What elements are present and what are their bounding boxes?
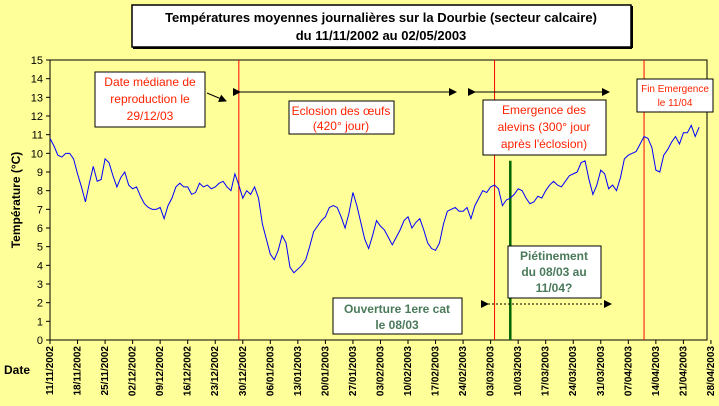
annotation-fin-emergence-l2: le 11/04: [658, 98, 693, 109]
x-tick-label: 03/03/2003: [486, 346, 497, 396]
annotation-ouverture-l1: Ouverture 1ere cat: [344, 302, 450, 316]
y-tick-label: 1: [37, 316, 43, 328]
x-tick-label: 09/12/2002: [155, 346, 166, 396]
x-tick-label: 03/02/2003: [375, 346, 386, 396]
y-tick-label: 7: [37, 204, 43, 216]
x-tick-label: 28/04/2003: [706, 346, 717, 396]
y-tick-label: 13: [31, 92, 43, 104]
annotation-pietinement-l1: Piétinement: [520, 249, 588, 263]
annotation-ouverture-l2: le 08/03: [375, 318, 419, 332]
chart-title-line1: Températures moyennes journalières sur l…: [165, 10, 597, 25]
x-tick-label: 25/11/2002: [100, 346, 111, 396]
x-tick-label: 27/01/2003: [348, 346, 359, 396]
x-axis-title: Date: [4, 363, 30, 377]
x-tick-label: 07/04/2003: [623, 346, 634, 396]
y-tick-label: 11: [32, 130, 43, 142]
y-tick-label: 2: [37, 298, 43, 310]
x-tick-label: 10/02/2003: [403, 346, 414, 396]
annotation-date-mediane: Date médiane de reproduction le 29/12/03: [94, 71, 206, 128]
x-tick-label: 30/12/2002: [238, 346, 249, 396]
annotation-fin-emergence: Fin Emergence le 11/04: [636, 78, 714, 113]
y-tick-label: 15: [31, 55, 43, 67]
x-tick-label: 24/03/2003: [568, 346, 579, 396]
x-axis: 11/11/2002 18/11/2002 25/11/2002 02/12/2002…: [45, 340, 717, 396]
y-tick-label: 8: [37, 186, 43, 198]
y-tick-label: 9: [37, 167, 43, 179]
x-tick-label: 24/02/2003: [458, 346, 469, 396]
x-tick-label: 14/04/2003: [651, 346, 662, 396]
x-tick-label: 10/03/2003: [513, 346, 524, 396]
chart-title-line2: du 11/11/2002 au 02/05/2003: [296, 28, 467, 43]
x-tick-label: 21/04/2003: [678, 346, 689, 396]
annotation-pietinement-l3: 11/04?: [536, 281, 573, 295]
x-tick-label: 31/03/2003: [596, 346, 607, 396]
x-tick-label: 17/03/2003: [541, 346, 552, 396]
chart-title-box: Températures moyennes journalières sur l…: [131, 4, 633, 49]
x-tick-label: 13/01/2003: [293, 346, 304, 396]
annotation-eclosion-l2: (420° jour): [313, 119, 369, 133]
annotation-emergence-l2: alevins (300° jour: [498, 120, 591, 134]
annotation-emergence-l1: Emergence des: [502, 103, 586, 117]
annotation-pietinement-l2: du 08/03 au: [521, 265, 586, 279]
annotation-eclosion-l1: Eclosion des œufs: [292, 104, 391, 118]
y-tick-label: 6: [37, 223, 43, 235]
annotation-emergence-l3: après l'éclosion): [501, 137, 587, 151]
y-tick-label: 4: [37, 260, 43, 272]
x-tick-label: 11/11/2002: [45, 346, 56, 395]
x-tick-label: 23/12/2002: [210, 346, 221, 396]
pointer-arrow-date-mediane: [206, 92, 227, 102]
y-tick-label: 0: [37, 335, 43, 347]
y-axis-title: Température (°C): [9, 152, 23, 249]
x-tick-label: 20/01/2003: [320, 346, 331, 396]
x-tick-label: 06/01/2003: [265, 346, 276, 396]
annotation-emergence: Emergence des alevins (300° jour après l…: [482, 99, 607, 156]
annotation-fin-emergence-l1: Fin Emergence: [641, 84, 709, 95]
x-tick-label: 16/12/2002: [183, 346, 194, 396]
y-tick-label: 12: [31, 111, 43, 123]
x-tick-label: 17/02/2003: [431, 346, 442, 396]
y-tick-label: 3: [37, 279, 43, 291]
x-tick-label: 18/11/2002: [73, 346, 84, 396]
x-tick-label: 02/12/2002: [128, 346, 139, 396]
annotation-date-mediane-l2: reproduction le: [110, 92, 190, 106]
y-tick-label: 10: [31, 148, 43, 160]
annotation-eclosion: Eclosion des œufs (420° jour): [288, 100, 395, 135]
series-line-temperature: [49, 124, 700, 274]
annotation-ouverture: Ouverture 1ere cat le 08/03: [332, 297, 463, 335]
y-tick-label: 14: [31, 74, 43, 86]
annotation-pietinement: Piétinement du 08/03 au 11/04?: [507, 245, 602, 299]
annotation-date-mediane-l1: Date médiane de: [104, 75, 196, 89]
annotation-date-mediane-l3: 29/12/03: [127, 109, 174, 123]
y-tick-label: 5: [37, 242, 43, 254]
